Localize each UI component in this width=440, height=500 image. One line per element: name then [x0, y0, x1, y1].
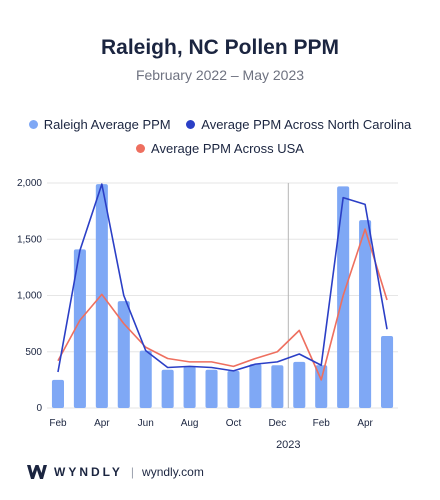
legend-swatch-nc	[186, 120, 196, 129]
legend-swatch-usa	[136, 144, 146, 153]
legend-item-raleigh: Raleigh Average PPM	[28, 117, 171, 132]
x-tick-label: Apr	[94, 418, 110, 429]
legend-label-nc: Average PPM Across North Carolina	[201, 117, 412, 132]
x-tick-label: Jun	[138, 418, 154, 429]
y-tick-label: 1,000	[17, 291, 42, 302]
bar	[161, 369, 174, 408]
footer-site-link[interactable]: wyndly.com	[142, 465, 204, 479]
x-tick-label: Dec	[268, 418, 286, 429]
x-tick-label: Apr	[357, 418, 373, 429]
x-tick-label: Oct	[226, 418, 242, 429]
usa-average-line	[57, 228, 388, 381]
x-tick-label: Feb	[313, 418, 331, 429]
legend-label-usa: Average PPM Across USA	[151, 141, 304, 156]
footer-separator: |	[130, 465, 135, 479]
y-tick-label: 1,500	[17, 234, 42, 245]
y-tick-label: 2,000	[17, 178, 42, 189]
y-tick-label: 0	[36, 403, 42, 414]
legend-item-usa: Average PPM Across USA	[136, 141, 304, 156]
bar	[205, 369, 218, 408]
x-tick-label: Aug	[181, 418, 199, 429]
legend-swatch-raleigh	[28, 120, 38, 129]
bar	[51, 379, 65, 408]
bar	[227, 370, 240, 408]
chart-title: Raleigh, NC Pollen PPM	[100, 36, 340, 59]
x-tick-label: Feb	[49, 418, 67, 429]
legend-row-2: Average PPM Across USA	[0, 141, 440, 156]
bar	[359, 220, 372, 408]
footer: WYNDLY | wyndly.com	[26, 461, 204, 483]
nc-average-line	[57, 183, 388, 373]
bar	[139, 350, 152, 408]
footer-brand: WYNDLY	[54, 465, 123, 479]
chart-subtitle: February 2022 – May 2023	[135, 67, 305, 83]
bar	[183, 366, 196, 408]
legend-item-nc: Average PPM Across North Carolina	[186, 117, 411, 132]
wyndly-w-logo-icon	[27, 465, 47, 479]
bar	[315, 365, 328, 408]
legend-row-1: Raleigh Average PPM Average PPM Across N…	[0, 117, 440, 132]
bar	[293, 361, 306, 408]
legend-label-raleigh: Raleigh Average PPM	[43, 117, 171, 132]
bar	[271, 365, 284, 408]
y-tick-label: 500	[25, 347, 42, 358]
bar	[380, 336, 394, 408]
year-label: 2023	[276, 439, 300, 451]
bar	[249, 364, 262, 408]
bar	[73, 249, 86, 408]
bar	[95, 184, 108, 408]
